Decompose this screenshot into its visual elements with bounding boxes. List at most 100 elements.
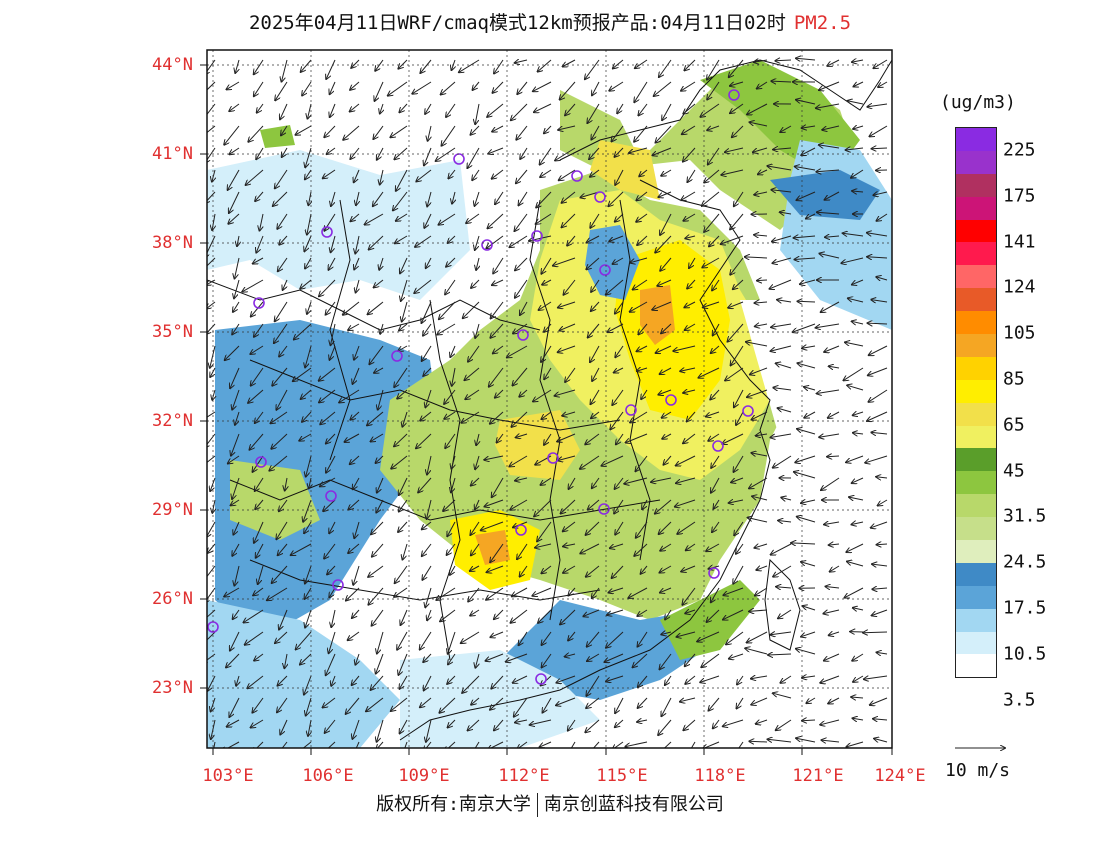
wind-vector — [424, 147, 432, 165]
wind-vector — [560, 81, 576, 100]
lat-label: 26°N — [152, 589, 193, 609]
wind-vector — [250, 345, 264, 354]
wind-vector — [771, 632, 792, 635]
wind-vector — [447, 543, 456, 555]
wind-vector — [797, 517, 816, 523]
wind-vector — [212, 213, 215, 230]
wind-vector — [339, 389, 360, 403]
wind-vector — [681, 565, 696, 572]
wind-vector — [662, 103, 672, 120]
wind-vector — [375, 59, 384, 71]
wind-vector — [475, 499, 479, 509]
lat-label: 41°N — [152, 144, 193, 164]
wind-vector — [343, 301, 360, 315]
wind-vector — [490, 411, 504, 424]
wind-vector — [707, 125, 720, 130]
wind-vector — [804, 411, 816, 418]
wind-vector — [568, 587, 576, 596]
wind-vector — [634, 125, 648, 142]
wind-vector — [559, 169, 576, 180]
wind-vector — [852, 522, 864, 525]
wind-vector — [232, 323, 240, 334]
wind-vector — [232, 389, 240, 410]
wind-vector — [772, 235, 792, 242]
wind-vector — [422, 345, 432, 361]
wind-vector — [827, 59, 840, 66]
wind-vector — [305, 587, 312, 599]
wind-vector — [356, 191, 359, 205]
wind-vector — [492, 477, 504, 497]
wind-vector — [367, 411, 384, 425]
lat-label: 44°N — [152, 55, 193, 75]
wind-vector — [876, 277, 888, 280]
wind-vector — [394, 367, 408, 387]
wind-vector — [707, 81, 720, 100]
wind-vector — [708, 433, 720, 441]
wind-vector — [308, 191, 311, 205]
legend-label: 85 — [1003, 368, 1025, 390]
wind-vector — [796, 649, 816, 655]
wind-vector — [728, 323, 744, 342]
wind-vector — [279, 345, 288, 357]
wind-vector — [513, 367, 528, 386]
wind-vector — [675, 499, 696, 507]
wind-vector — [423, 367, 432, 376]
wind-vector — [444, 411, 456, 419]
wind-vector — [819, 434, 840, 437]
wind-vector — [635, 59, 648, 68]
wind-vector — [729, 500, 744, 503]
wind-vector — [489, 367, 504, 387]
wind-vector — [465, 389, 480, 399]
wind-vector — [615, 169, 624, 185]
lat-label: 29°N — [152, 500, 193, 520]
wind-vector — [863, 632, 888, 633]
wind-vector — [304, 675, 312, 695]
lon-label: 103°E — [202, 766, 254, 786]
footer-right: 南京创蓝科技有限公司 — [543, 794, 724, 815]
legend-label: 225 — [1003, 139, 1036, 161]
wind-vector — [353, 477, 360, 489]
wind-vector — [256, 235, 264, 253]
wind-vector — [254, 521, 264, 543]
wind-vector — [773, 693, 792, 699]
wind-vector — [636, 191, 648, 200]
wind-vector — [540, 147, 552, 165]
city-marker — [728, 89, 740, 101]
wind-vector — [309, 477, 311, 488]
wind-vector — [376, 455, 384, 463]
wind-vector — [352, 675, 360, 685]
wind-vector — [853, 412, 864, 415]
legend-swatch — [956, 402, 996, 426]
wind-vector — [687, 279, 696, 289]
legend-label: 141 — [1003, 231, 1036, 252]
wind-vector — [851, 169, 864, 178]
wind-vector — [820, 675, 840, 683]
wind-vector — [330, 81, 336, 94]
wind-vector — [368, 587, 384, 605]
wind-vector — [706, 411, 720, 417]
wind-vector — [676, 455, 696, 466]
wind-vector — [609, 235, 624, 241]
wind-vector — [273, 191, 288, 206]
wind-vector — [615, 719, 624, 727]
wind-vector — [630, 257, 648, 263]
lat-label: 32°N — [152, 411, 193, 431]
wind-vector — [656, 125, 672, 143]
wind-vector — [466, 213, 480, 223]
wind-vector — [852, 191, 864, 192]
wind-vector — [490, 631, 504, 637]
wind-vector — [637, 609, 648, 616]
wind-vector — [591, 125, 600, 140]
wind-vector — [228, 169, 240, 190]
wind-vector — [222, 741, 240, 748]
wind-vector — [845, 587, 864, 598]
wind-vector — [427, 455, 432, 475]
wind-vector — [326, 59, 336, 79]
wind-vector — [398, 653, 408, 675]
wind-vector — [304, 521, 312, 533]
wind-vector — [638, 697, 648, 708]
wind-vector — [562, 213, 576, 227]
wind-vector — [374, 367, 384, 373]
city-marker — [547, 452, 559, 464]
wind-vector — [853, 433, 864, 434]
